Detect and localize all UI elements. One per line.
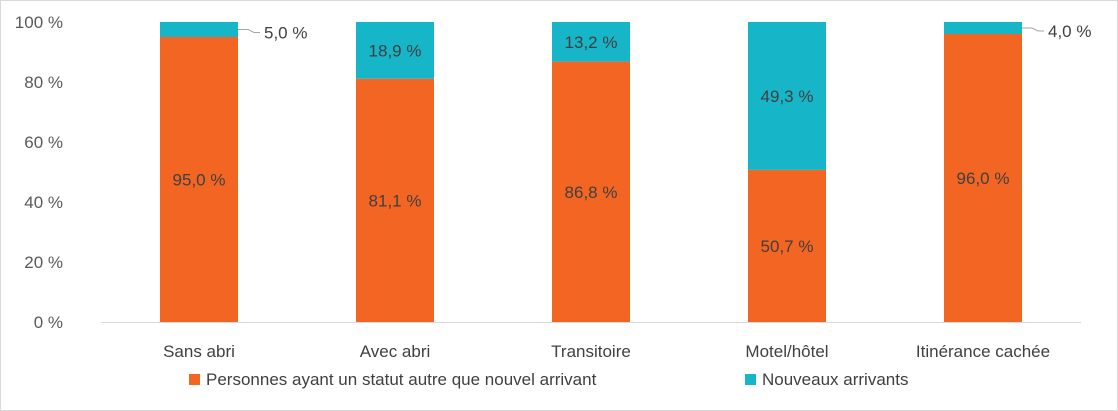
legend-swatch-newcomer — [745, 374, 756, 385]
x-tick-label: Avec abri — [360, 342, 431, 361]
bar-segment-non-newcomer — [748, 169, 826, 322]
leader-line — [1022, 27, 1044, 32]
x-tick-label: Motel/hôtel — [745, 342, 828, 361]
bar-segment-newcomer — [944, 22, 1022, 34]
leader-line — [238, 29, 260, 33]
bar-segment-non-newcomer — [160, 37, 238, 322]
y-tick-label: 80 % — [24, 73, 63, 92]
bar-segment-newcomer — [356, 22, 434, 79]
bar-segment-newcomer — [748, 22, 826, 170]
data-label-non-newcomer: 96,0 % — [957, 169, 1010, 188]
data-label-newcomer: 18,9 % — [369, 41, 422, 60]
bar-segment-newcomer — [160, 22, 238, 37]
y-tick-label: 60 % — [24, 133, 63, 152]
data-label-newcomer: 49,3 % — [761, 87, 814, 106]
bar-segment-non-newcomer — [552, 61, 630, 322]
y-tick-label: 20 % — [24, 253, 63, 272]
x-tick-label: Itinérance cachée — [916, 342, 1050, 361]
y-tick-label: 100 % — [15, 13, 63, 32]
data-label-newcomer: 5,0 % — [264, 24, 307, 43]
y-tick-label: 40 % — [24, 193, 63, 212]
x-tick-label: Transitoire — [551, 342, 631, 361]
data-label-non-newcomer: 50,7 % — [761, 237, 814, 256]
x-tick-label: Sans abri — [163, 342, 235, 361]
bar-segment-newcomer — [552, 22, 630, 62]
data-label-newcomer: 13,2 % — [565, 33, 618, 52]
data-label-non-newcomer: 95,0 % — [173, 171, 226, 190]
bar-segment-non-newcomer — [356, 78, 434, 322]
legend-label-newcomer: Nouveaux arrivants — [762, 370, 908, 389]
bar-segment-non-newcomer — [944, 34, 1022, 322]
legend-label-non-newcomer: Personnes ayant un statut autre que nouv… — [206, 370, 597, 389]
data-label-newcomer: 4,0 % — [1048, 22, 1091, 41]
legend-swatch-non-newcomer — [189, 374, 200, 385]
y-tick-label: 0 % — [34, 313, 63, 332]
data-label-non-newcomer: 86,8 % — [565, 183, 618, 202]
data-label-non-newcomer: 81,1 % — [369, 191, 422, 210]
